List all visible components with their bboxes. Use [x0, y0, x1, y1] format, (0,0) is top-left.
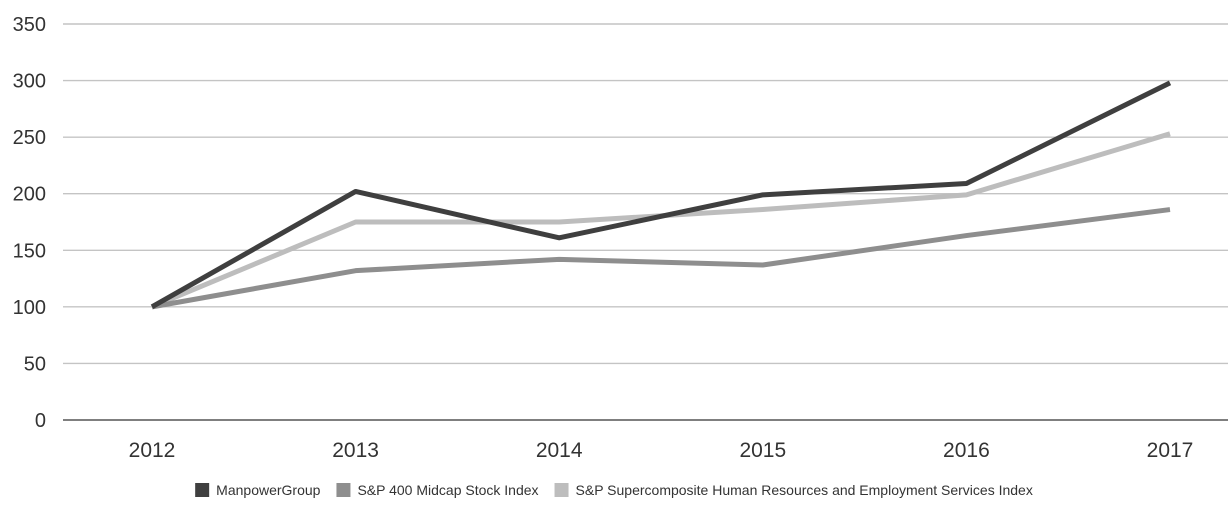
legend-label: ManpowerGroup [216, 482, 320, 498]
y-tick-label: 250 [13, 127, 46, 149]
series-lines [150, 80, 1172, 310]
gridlines [63, 23, 1228, 421]
legend-swatch [195, 483, 210, 497]
y-tick-label: 100 [13, 297, 46, 319]
x-tick-label: 2014 [536, 439, 583, 462]
x-tick-label: 2016 [943, 439, 990, 462]
x-tick-label: 2013 [332, 439, 379, 462]
y-tick-label: 50 [24, 353, 46, 375]
series-line-0 [150, 80, 1172, 310]
legend-swatch [336, 483, 351, 497]
y-tick-label: 0 [35, 410, 46, 432]
y-tick-label: 300 [13, 71, 46, 93]
x-tick-label: 2012 [129, 439, 176, 462]
y-tick-label: 200 [13, 184, 46, 206]
legend-swatch [554, 483, 569, 497]
x-tick-label: 2017 [1147, 439, 1194, 462]
legend-label: S&P Supercomposite Human Resources and E… [576, 482, 1033, 498]
y-axis-tick-labels: 0 50 100 150 200 250 300 350 [13, 14, 46, 432]
series-line-1 [151, 207, 1171, 310]
x-axis-tick-labels: 2012 2013 2014 2015 2016 2017 [129, 439, 1194, 462]
legend-label: S&P 400 Midcap Stock Index [357, 482, 538, 498]
x-tick-label: 2015 [739, 439, 786, 462]
y-tick-label: 150 [13, 240, 46, 262]
legend: ManpowerGroup S&P 400 Midcap Stock Index S… [195, 482, 1033, 498]
y-tick-label: 350 [13, 14, 46, 36]
